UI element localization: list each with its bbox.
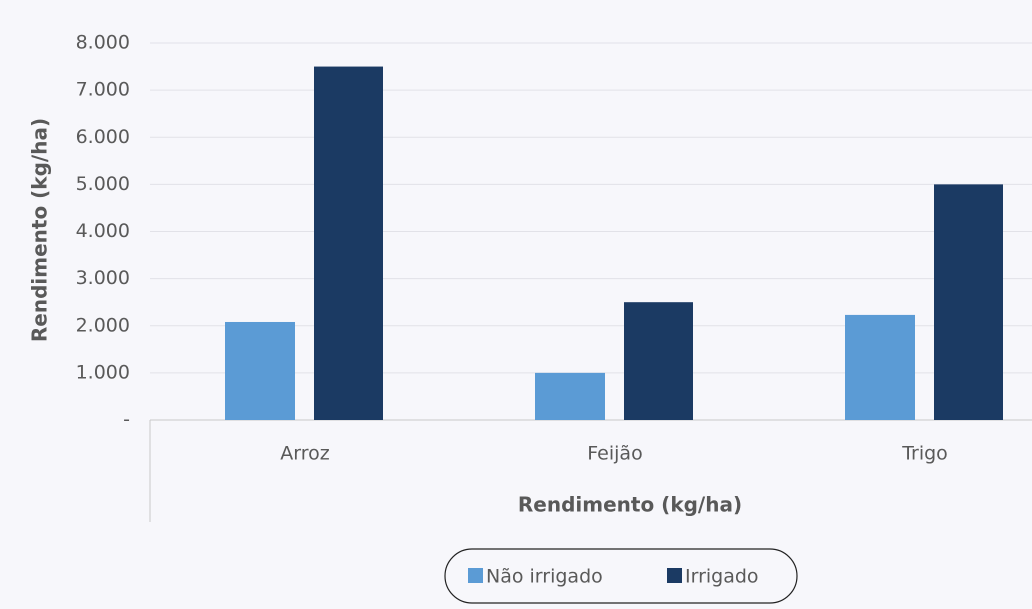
y-tick-label: 8.000 bbox=[76, 32, 130, 54]
legend-swatch bbox=[667, 568, 682, 583]
legend-swatch bbox=[468, 568, 483, 583]
y-tick-label: 2.000 bbox=[76, 314, 130, 336]
y-tick-label: 3.000 bbox=[76, 267, 130, 289]
y-tick-label: - bbox=[123, 409, 130, 431]
y-tick-label: 7.000 bbox=[76, 79, 130, 101]
x-tick-label: Feijão bbox=[587, 443, 642, 465]
bar bbox=[314, 66, 383, 420]
bar bbox=[934, 184, 1003, 420]
legend-label: Não irrigado bbox=[486, 566, 603, 588]
legend-box bbox=[444, 548, 798, 604]
y-tick-label: 6.000 bbox=[76, 126, 130, 148]
x-axis-title: Rendimento (kg/ha) bbox=[518, 493, 742, 517]
y-tick-label: 5.000 bbox=[76, 173, 130, 195]
bar bbox=[624, 302, 693, 420]
y-axis-title: Rendimento (kg/ha) bbox=[28, 118, 52, 342]
y-tick-label: 1.000 bbox=[76, 361, 130, 383]
legend-label: Irrigado bbox=[685, 566, 759, 588]
bar bbox=[845, 314, 915, 420]
y-tick-label: 4.000 bbox=[76, 220, 130, 242]
x-tick-label: Trigo bbox=[901, 443, 948, 465]
bar bbox=[225, 321, 295, 420]
x-tick-label: Arroz bbox=[280, 443, 329, 465]
bar bbox=[535, 372, 605, 420]
